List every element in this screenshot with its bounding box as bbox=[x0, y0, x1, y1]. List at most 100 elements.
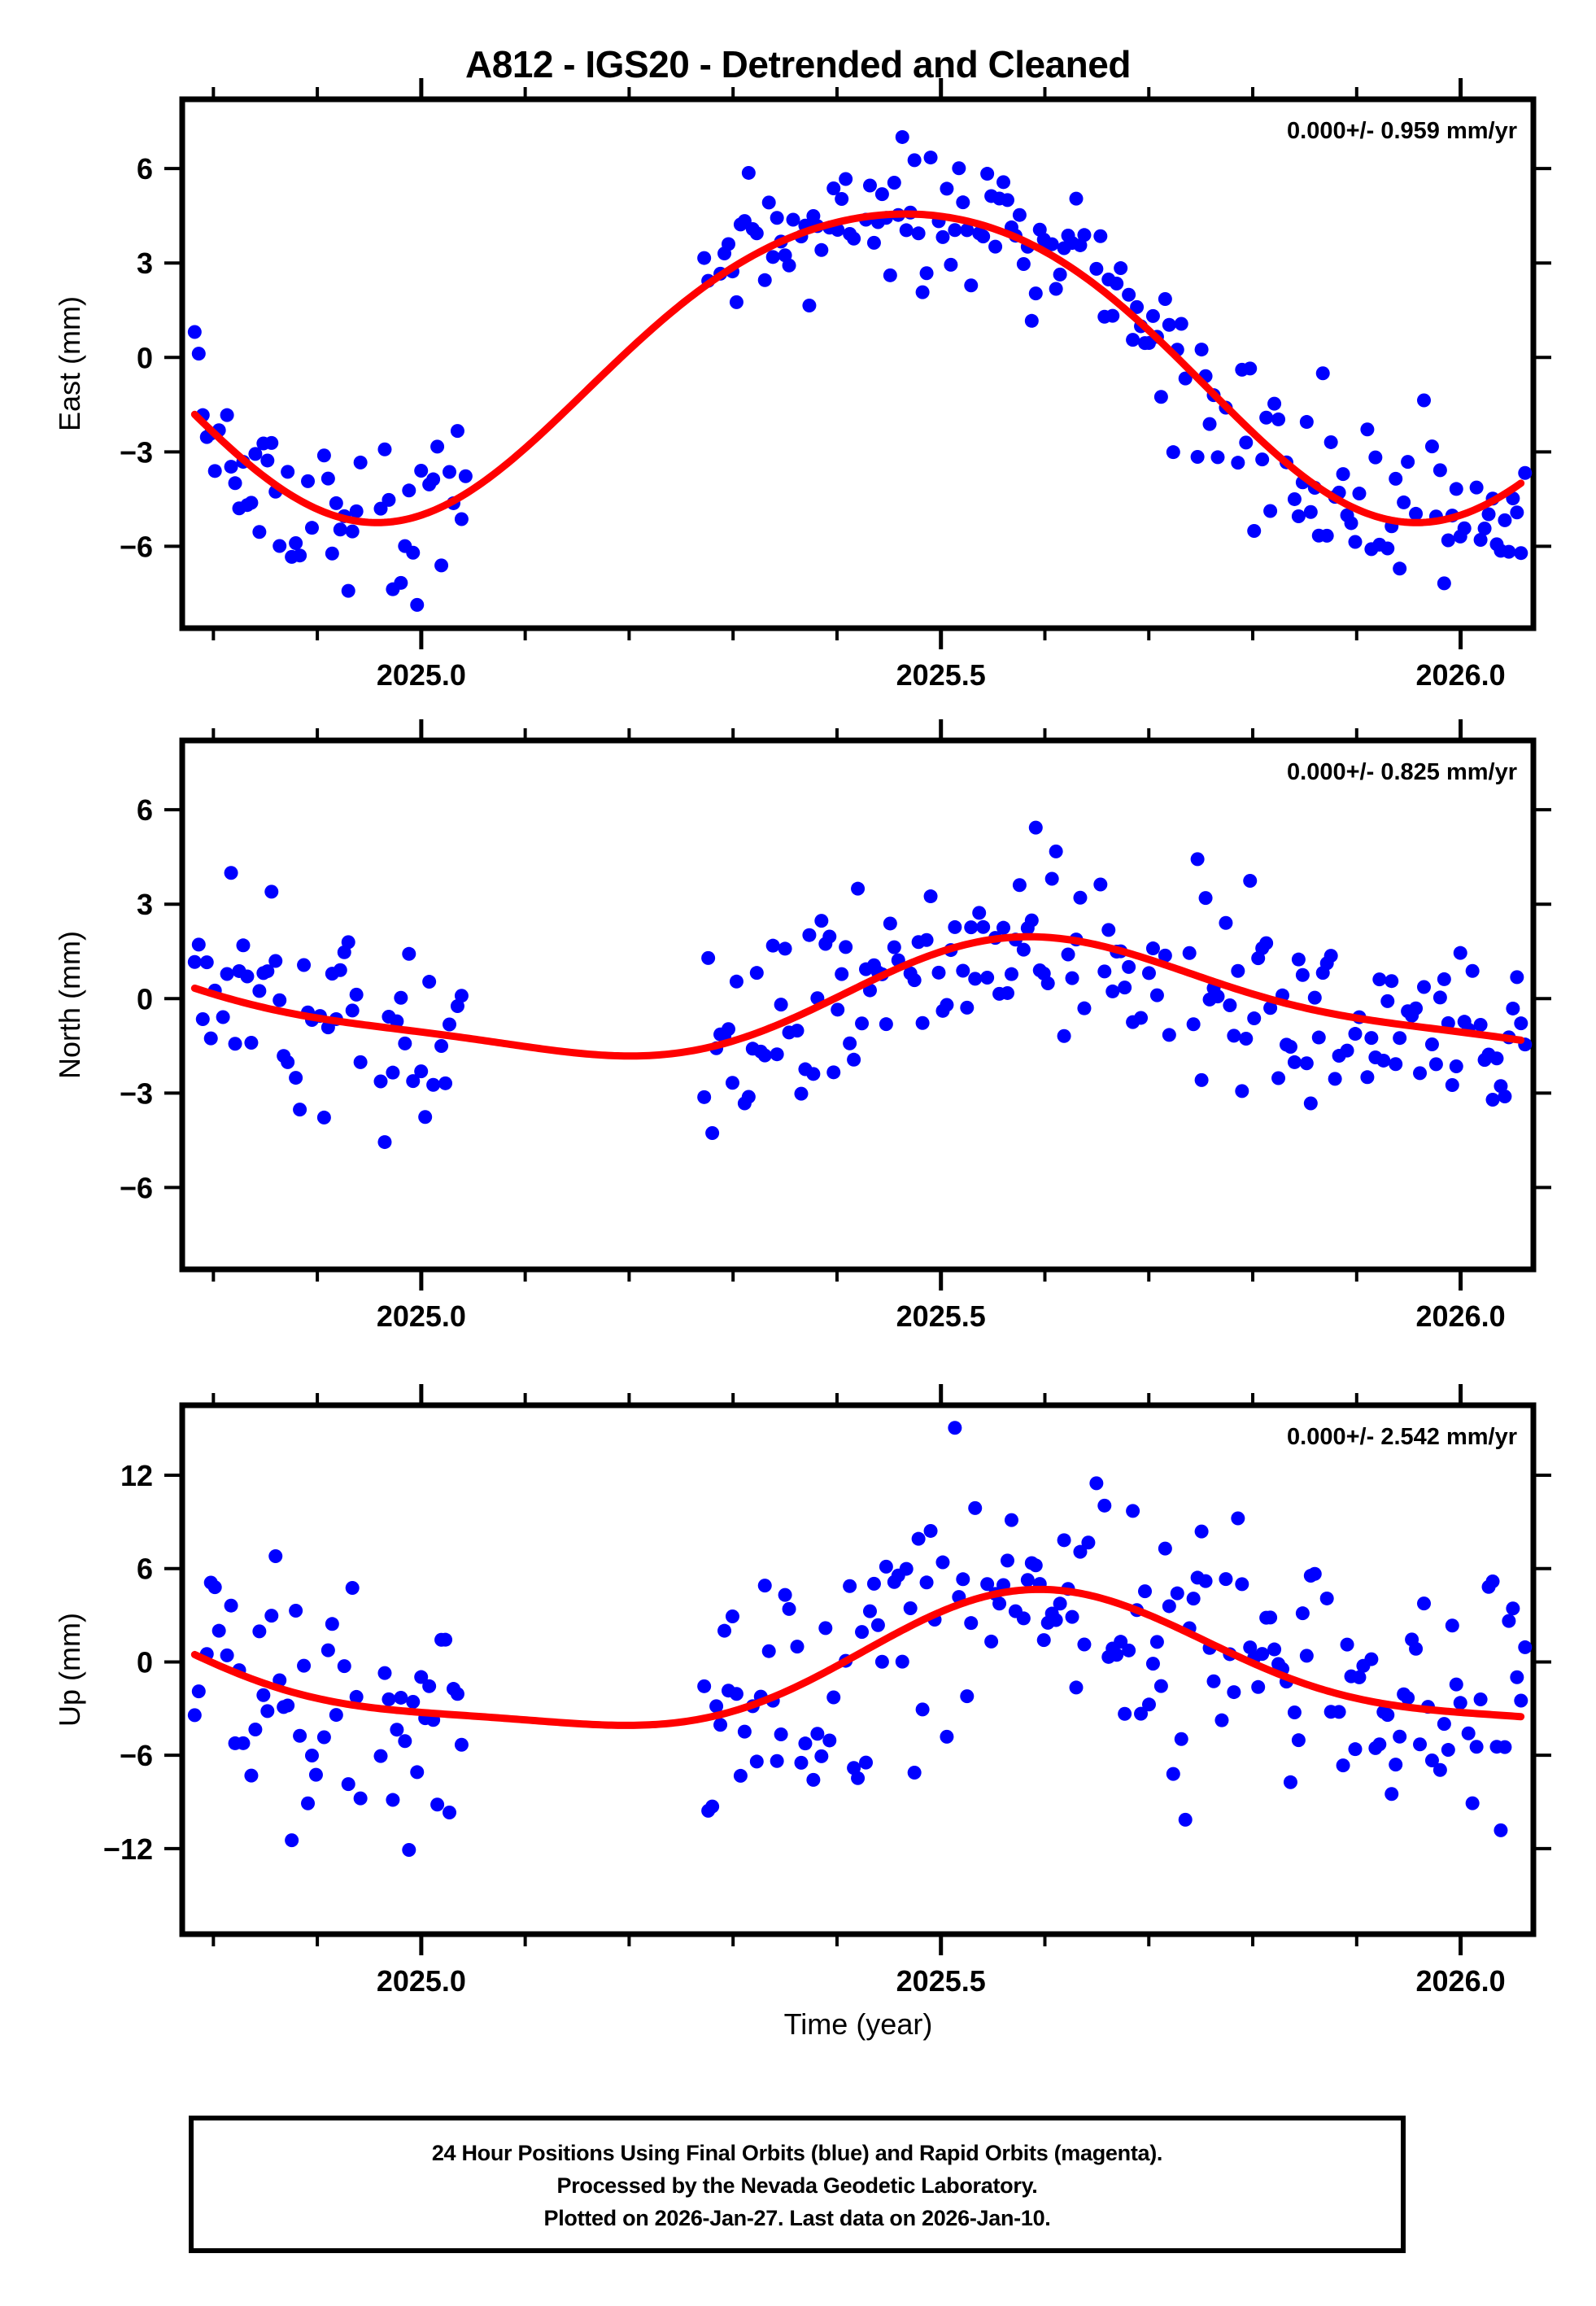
data-point bbox=[394, 575, 408, 590]
data-point bbox=[976, 919, 991, 934]
data-point bbox=[191, 1684, 206, 1699]
data-point bbox=[717, 1623, 732, 1638]
data-point bbox=[386, 1793, 400, 1807]
data-point bbox=[1255, 1647, 1270, 1662]
data-point bbox=[996, 175, 1011, 190]
data-point bbox=[1485, 1574, 1500, 1588]
data-point bbox=[293, 548, 307, 563]
data-point bbox=[1477, 521, 1492, 535]
data-point bbox=[390, 1723, 404, 1737]
data-point bbox=[964, 920, 979, 935]
data-point bbox=[1389, 1057, 1403, 1072]
data-point bbox=[297, 958, 312, 972]
data-point bbox=[1001, 193, 1014, 207]
data-point bbox=[907, 973, 922, 988]
data-point bbox=[778, 941, 792, 956]
x-tick-label: 2025.0 bbox=[377, 1299, 466, 1333]
data-point bbox=[1299, 1649, 1314, 1663]
data-point bbox=[1372, 1737, 1387, 1752]
data-point bbox=[1485, 1093, 1500, 1107]
data-point bbox=[887, 176, 901, 190]
data-point bbox=[1210, 989, 1225, 1004]
data-point bbox=[1178, 371, 1193, 386]
data-point bbox=[1441, 533, 1455, 548]
data-point bbox=[1049, 282, 1063, 296]
page-title: A812 - IGS20 - Detrended and Cleaned bbox=[465, 43, 1131, 85]
data-point bbox=[749, 226, 764, 241]
data-point bbox=[729, 974, 743, 989]
data-point bbox=[228, 476, 242, 491]
data-point bbox=[264, 884, 279, 899]
data-point bbox=[729, 295, 743, 309]
data-point bbox=[1235, 1084, 1249, 1098]
data-point bbox=[822, 1733, 837, 1748]
data-point bbox=[1202, 417, 1217, 431]
data-point bbox=[879, 1559, 893, 1574]
data-point bbox=[774, 1727, 788, 1742]
data-point bbox=[806, 1772, 821, 1787]
data-point bbox=[1057, 1533, 1071, 1548]
y-tick-label: −6 bbox=[120, 1171, 153, 1204]
data-point bbox=[422, 1679, 437, 1693]
data-point bbox=[1158, 292, 1172, 307]
data-point bbox=[1061, 947, 1075, 962]
data-point bbox=[1473, 1692, 1488, 1706]
data-point bbox=[1243, 361, 1258, 376]
x-tick-label: 2026.0 bbox=[1416, 1299, 1506, 1333]
data-point bbox=[1432, 990, 1447, 1005]
data-point bbox=[866, 1576, 881, 1591]
data-point bbox=[1065, 971, 1079, 985]
data-point bbox=[1190, 449, 1205, 464]
data-point bbox=[414, 1670, 429, 1684]
data-point bbox=[1012, 207, 1027, 222]
data-point bbox=[964, 1616, 979, 1631]
plot-frame bbox=[179, 1402, 1537, 1937]
data-point bbox=[1506, 1601, 1520, 1616]
data-point bbox=[940, 1729, 954, 1744]
data-point bbox=[725, 1076, 739, 1090]
data-point bbox=[1141, 966, 1156, 980]
data-point bbox=[826, 181, 841, 195]
data-point bbox=[923, 151, 938, 165]
data-point bbox=[870, 1618, 885, 1632]
data-point bbox=[236, 938, 251, 953]
data-point bbox=[220, 967, 234, 981]
data-point bbox=[1178, 1812, 1193, 1827]
data-point bbox=[353, 1791, 368, 1806]
data-point bbox=[782, 1601, 796, 1616]
data-point bbox=[1303, 504, 1318, 519]
data-point bbox=[1409, 506, 1424, 521]
data-point bbox=[1494, 1823, 1508, 1837]
data-point bbox=[244, 1768, 259, 1783]
data-point bbox=[216, 1010, 230, 1024]
y-tick-label: 6 bbox=[137, 152, 153, 186]
data-point bbox=[1514, 1016, 1528, 1031]
data-point bbox=[316, 1110, 331, 1125]
y-tick-label: −6 bbox=[120, 1739, 153, 1772]
data-point bbox=[778, 1588, 792, 1602]
data-point bbox=[1073, 1544, 1088, 1559]
data-point bbox=[992, 1596, 1007, 1611]
data-point bbox=[220, 408, 234, 422]
data-point bbox=[1130, 299, 1145, 314]
data-point bbox=[1134, 1011, 1149, 1025]
data-point bbox=[377, 1135, 392, 1150]
data-point bbox=[1259, 936, 1274, 950]
data-point bbox=[1093, 877, 1108, 892]
data-point bbox=[1449, 482, 1463, 496]
data-point bbox=[1323, 949, 1338, 963]
data-point bbox=[1174, 317, 1188, 331]
data-point bbox=[1510, 970, 1524, 985]
data-point bbox=[341, 583, 355, 598]
data-point bbox=[1380, 1708, 1395, 1723]
data-point bbox=[1364, 1652, 1379, 1666]
data-point bbox=[757, 1048, 772, 1063]
data-point bbox=[839, 172, 853, 186]
data-point bbox=[1287, 491, 1302, 506]
data-point bbox=[1303, 1096, 1318, 1111]
data-point bbox=[1016, 1611, 1031, 1626]
data-point bbox=[1445, 1618, 1459, 1633]
data-point bbox=[1432, 463, 1447, 478]
data-point bbox=[903, 1601, 918, 1616]
data-point bbox=[847, 1052, 861, 1067]
